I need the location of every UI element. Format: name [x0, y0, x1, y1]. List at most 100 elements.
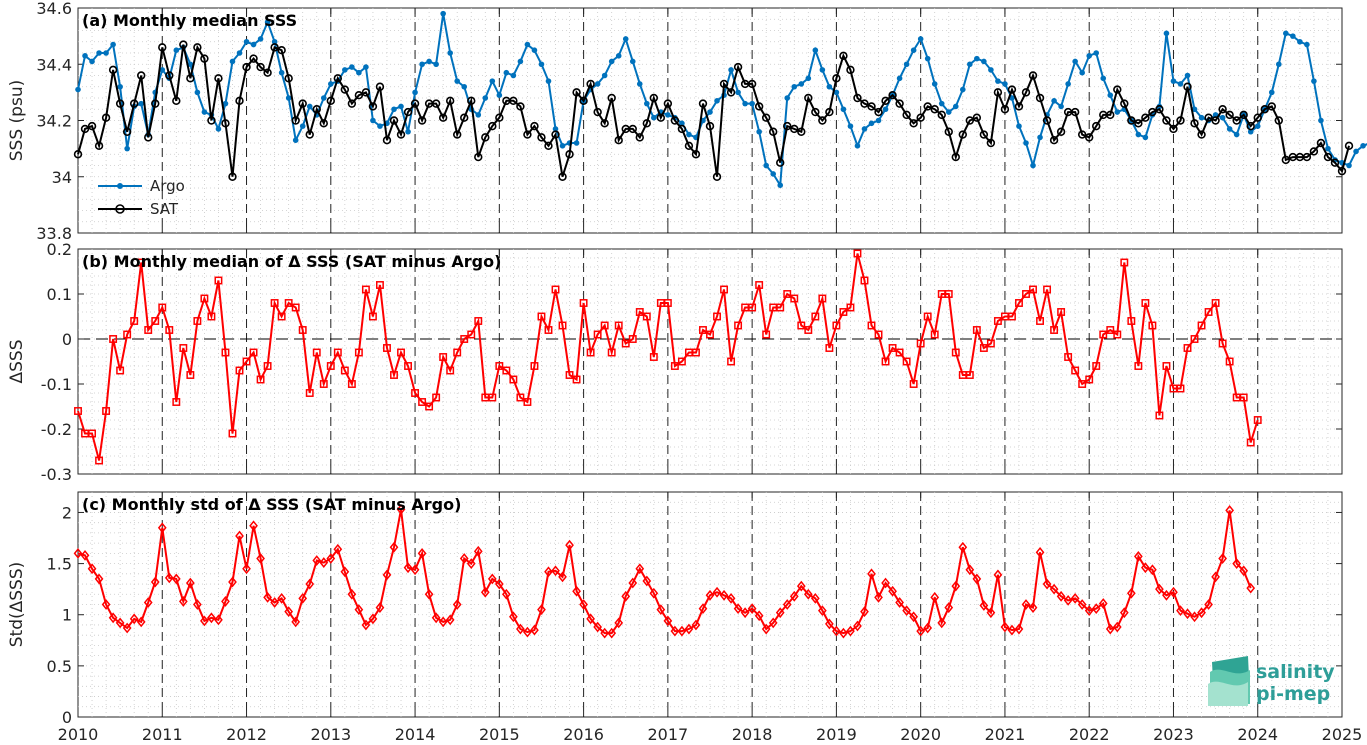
data-point: [1254, 123, 1261, 129]
data-point: [256, 553, 265, 564]
data-point: [861, 126, 868, 132]
data-point: [1246, 121, 1255, 131]
data-point: [193, 317, 202, 325]
data-point: [565, 371, 574, 379]
data-point: [523, 130, 532, 139]
data-point: [1148, 564, 1157, 576]
data-point: [1204, 113, 1213, 122]
data-point: [480, 586, 490, 598]
y-tick-label: 34: [52, 168, 72, 187]
data-point: [923, 102, 932, 111]
data-point: [826, 83, 833, 90]
data-point: [214, 614, 223, 626]
data-point: [888, 344, 897, 352]
data-point: [1113, 330, 1122, 339]
data-point: [263, 591, 272, 603]
data-point: [790, 124, 799, 134]
data-point: [530, 362, 539, 370]
data-point: [412, 89, 418, 96]
data-point: [264, 19, 271, 25]
data-point: [805, 75, 812, 82]
data-point: [391, 106, 397, 113]
data-point: [909, 611, 919, 623]
data-point: [1092, 362, 1101, 370]
data-point: [839, 627, 848, 639]
data-point: [825, 344, 834, 352]
data-point: [614, 617, 624, 629]
data-point: [95, 456, 104, 465]
data-point: [656, 604, 666, 616]
data-point: [593, 330, 602, 339]
data-point: [249, 348, 258, 357]
data-point: [1246, 438, 1255, 447]
data-point: [410, 564, 420, 576]
data-point: [467, 96, 476, 106]
data-point: [979, 344, 988, 352]
data-point: [763, 162, 769, 169]
data-point: [679, 120, 685, 127]
data-point: [748, 303, 757, 312]
data-point: [1170, 78, 1177, 84]
data-point: [461, 83, 468, 90]
data-point: [1183, 608, 1192, 620]
data-point: [1219, 114, 1226, 121]
data-point: [995, 78, 1001, 84]
data-point: [607, 348, 616, 357]
data-point: [1148, 107, 1157, 117]
data-point: [1311, 78, 1317, 84]
data-point: [453, 348, 462, 357]
data-point: [263, 68, 272, 77]
y-tick-label: 0.5: [47, 657, 72, 676]
data-point: [460, 335, 469, 343]
data-point: [1126, 587, 1136, 599]
data-point: [1072, 58, 1078, 65]
data-point: [340, 85, 350, 94]
data-point: [979, 130, 989, 139]
data-point: [1169, 586, 1178, 598]
data-point: [235, 96, 244, 106]
data-point: [775, 607, 785, 619]
data-point: [965, 116, 975, 125]
x-tick-label: 2013: [310, 725, 351, 744]
data-point: [1141, 299, 1150, 307]
data-point: [411, 389, 420, 397]
y-tick-label: 2: [62, 503, 72, 522]
data-point: [967, 61, 973, 68]
data-point: [222, 100, 229, 107]
data-point: [1211, 571, 1220, 583]
data-point: [123, 330, 132, 339]
data-point: [1021, 599, 1031, 610]
data-point: [200, 294, 209, 303]
legend-entry-label: Argo: [150, 177, 185, 195]
data-point: [868, 120, 875, 127]
data-point: [354, 348, 363, 357]
data-point: [1353, 148, 1359, 155]
data-point: [867, 321, 876, 330]
data-point: [403, 107, 413, 117]
data-point: [1191, 106, 1198, 113]
data-point: [75, 86, 81, 93]
y-tick-label: 0.2: [47, 240, 72, 259]
y-tick-label: 34.6: [36, 0, 72, 18]
data-point: [551, 565, 560, 577]
data-point: [924, 55, 931, 62]
data-point: [797, 321, 806, 330]
panel-title: (a) Monthly median SSS: [82, 11, 297, 30]
data-point: [312, 348, 321, 357]
data-point: [903, 61, 910, 68]
data-point: [73, 547, 83, 559]
data-point: [818, 294, 827, 303]
data-point: [712, 586, 722, 598]
data-point: [916, 113, 925, 122]
series-line: [77, 13, 1367, 189]
data-point: [1133, 551, 1143, 562]
y-axis-label: SSS (psu): [7, 80, 27, 161]
data-point: [770, 171, 776, 177]
series-delta-1: [74, 249, 1262, 465]
data-point: [284, 74, 293, 83]
data-point: [1084, 133, 1094, 142]
data-point: [628, 335, 637, 343]
data-point: [607, 627, 617, 639]
data-point: [487, 573, 497, 585]
data-point: [797, 127, 806, 136]
